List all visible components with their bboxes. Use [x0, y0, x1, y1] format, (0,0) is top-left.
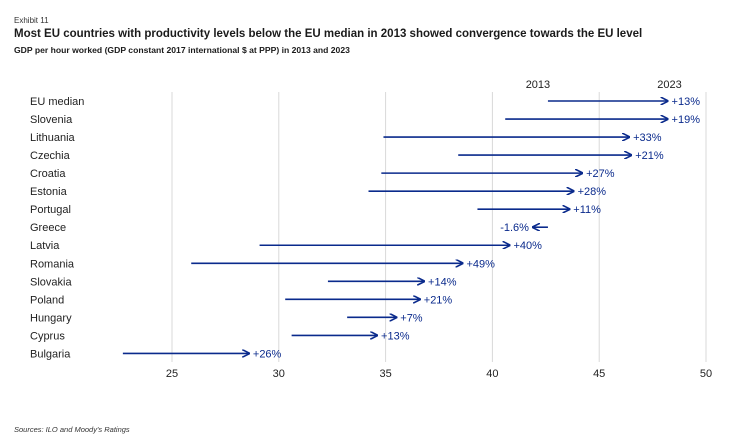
change-label: +13%	[672, 96, 701, 108]
category-label: Cyprus	[30, 330, 65, 342]
arrow-series	[122, 101, 668, 353]
change-labels: +13% +19% +33% +21% +27% +28% +11% -1.6% +40% +49…	[253, 96, 700, 360]
change-label: +28%	[578, 186, 607, 198]
grid-lines	[171, 92, 707, 362]
category-label: Czechia	[30, 150, 71, 162]
category-label: Croatia	[30, 168, 66, 180]
x-tick-label: 25	[166, 368, 178, 380]
change-label: +7%	[400, 312, 423, 324]
start-year-label: 2013	[526, 79, 550, 91]
x-tick-label: 40	[486, 368, 498, 380]
change-label: +19%	[672, 114, 701, 126]
x-tick-label: 45	[593, 368, 605, 380]
category-label: Portugal	[30, 204, 71, 216]
category-labels: EU median Slovenia Lithuania Czechia Croatia…	[30, 96, 84, 360]
x-tick-label: 50	[700, 368, 712, 380]
x-tick-label: 35	[379, 368, 391, 380]
category-label: Romania	[30, 258, 75, 270]
category-label: Slovenia	[30, 114, 73, 126]
change-label: +11%	[573, 204, 601, 216]
change-label: +33%	[633, 132, 662, 144]
category-label: Estonia	[30, 186, 68, 198]
category-label: EU median	[30, 96, 84, 108]
change-label: +14%	[428, 276, 457, 288]
chart-subtitle: GDP per hour worked (GDP constant 2017 i…	[14, 45, 350, 55]
change-label: +21%	[635, 150, 664, 162]
change-label: +13%	[381, 330, 410, 342]
change-label: +21%	[424, 294, 453, 306]
category-label: Bulgaria	[30, 348, 71, 360]
category-label: Slovakia	[30, 276, 72, 288]
change-label: -1.6%	[500, 222, 529, 234]
change-label: +26%	[253, 348, 282, 360]
year-headers: 2013 2023	[526, 79, 682, 91]
source-note: Sources: ILO and Moody's Ratings	[14, 425, 130, 434]
change-label: +27%	[586, 168, 615, 180]
category-label: Lithuania	[30, 132, 76, 144]
chart-title: Most EU countries with productivity leve…	[14, 28, 643, 40]
category-label: Latvia	[30, 240, 60, 252]
x-axis-ticks: 25 30 35 40 45 50	[166, 368, 712, 380]
end-year-label: 2023	[657, 79, 681, 91]
exhibit-label: Exhibit 11	[14, 16, 49, 25]
x-tick-label: 30	[273, 368, 285, 380]
category-label: Greece	[30, 222, 66, 234]
change-label: +40%	[513, 240, 542, 252]
category-label: Poland	[30, 294, 64, 306]
change-label: +49%	[466, 258, 495, 270]
category-label: Hungary	[30, 312, 72, 324]
